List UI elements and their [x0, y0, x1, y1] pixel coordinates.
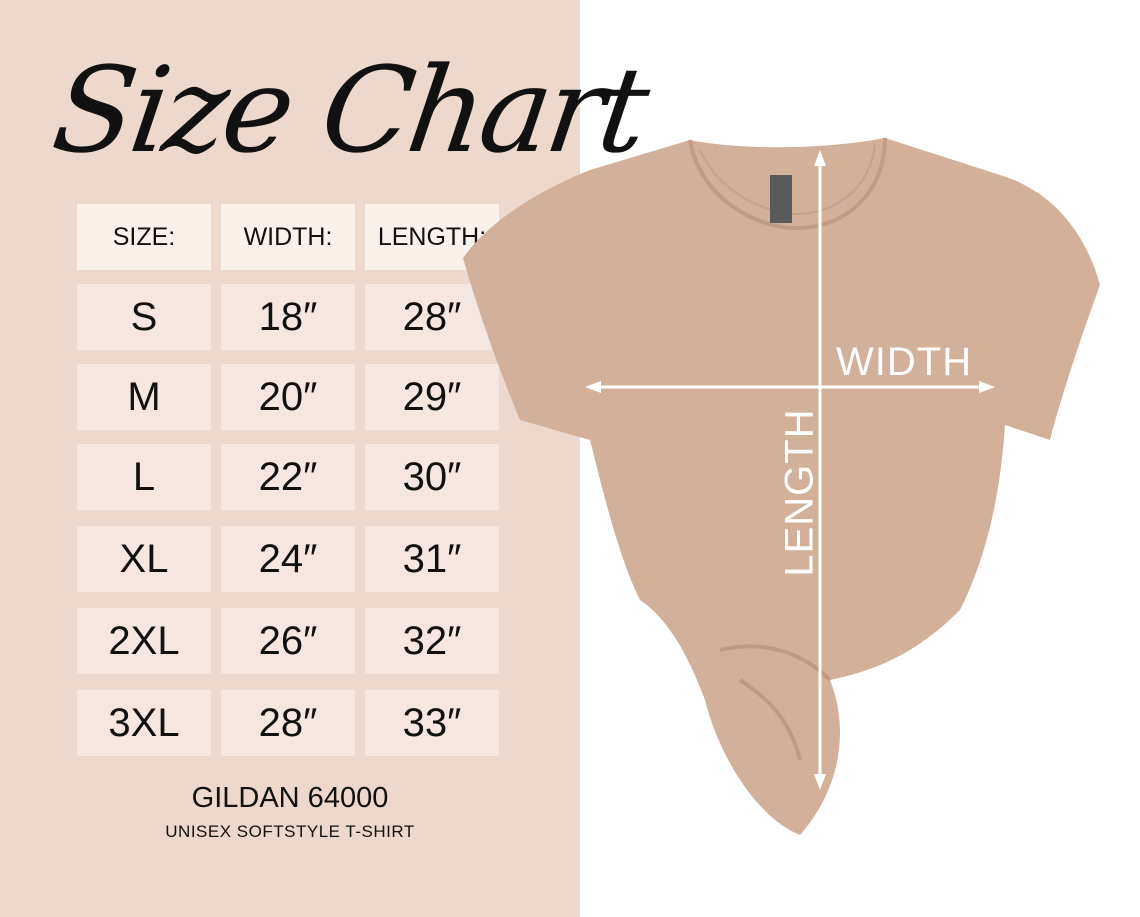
- table-cell: L: [77, 444, 211, 510]
- arrow-down-icon: [814, 774, 826, 790]
- arrow-left-icon: [585, 381, 601, 393]
- table-cell: 31″: [365, 526, 499, 592]
- size-chart-panel: Size Chart SIZE: WIDTH: LENGTH: S 18″ 28″ M 20″…: [0, 0, 653, 917]
- table-cell: 2XL: [77, 608, 211, 674]
- table-cell: S: [77, 284, 211, 350]
- table-header-cell: WIDTH:: [221, 204, 355, 270]
- table-cell: 26″: [221, 608, 355, 674]
- table-cell: 3XL: [77, 690, 211, 756]
- table-cell: M: [77, 364, 211, 430]
- table-cell: 29″: [365, 364, 499, 430]
- table-header-cell: SIZE:: [77, 204, 211, 270]
- tshirt-body: [463, 138, 1100, 835]
- table-cell: 30″: [365, 444, 499, 510]
- table-cell: 28″: [365, 284, 499, 350]
- table-cell: 24″: [221, 526, 355, 592]
- table-cell: 20″: [221, 364, 355, 430]
- arrow-right-icon: [979, 381, 995, 393]
- product-brand: GILDAN 64000: [191, 782, 389, 814]
- length-label: LENGTH: [777, 408, 822, 577]
- arrow-up-icon: [814, 150, 826, 166]
- table-cell: 18″: [221, 284, 355, 350]
- table-cell: 32″: [365, 608, 499, 674]
- table-cell: 22″: [221, 444, 355, 510]
- table-cell: 33″: [365, 690, 499, 756]
- shirt-tag: [770, 175, 792, 223]
- product-description: UNISEX SOFTSTYLE T-SHIRT: [165, 822, 415, 841]
- width-label: WIDTH: [836, 340, 973, 384]
- collar-outline: [688, 137, 887, 231]
- table-cell: 28″: [221, 690, 355, 756]
- tshirt-image: [463, 137, 1100, 835]
- table-cell: XL: [77, 526, 211, 592]
- collar-seam: [699, 144, 876, 216]
